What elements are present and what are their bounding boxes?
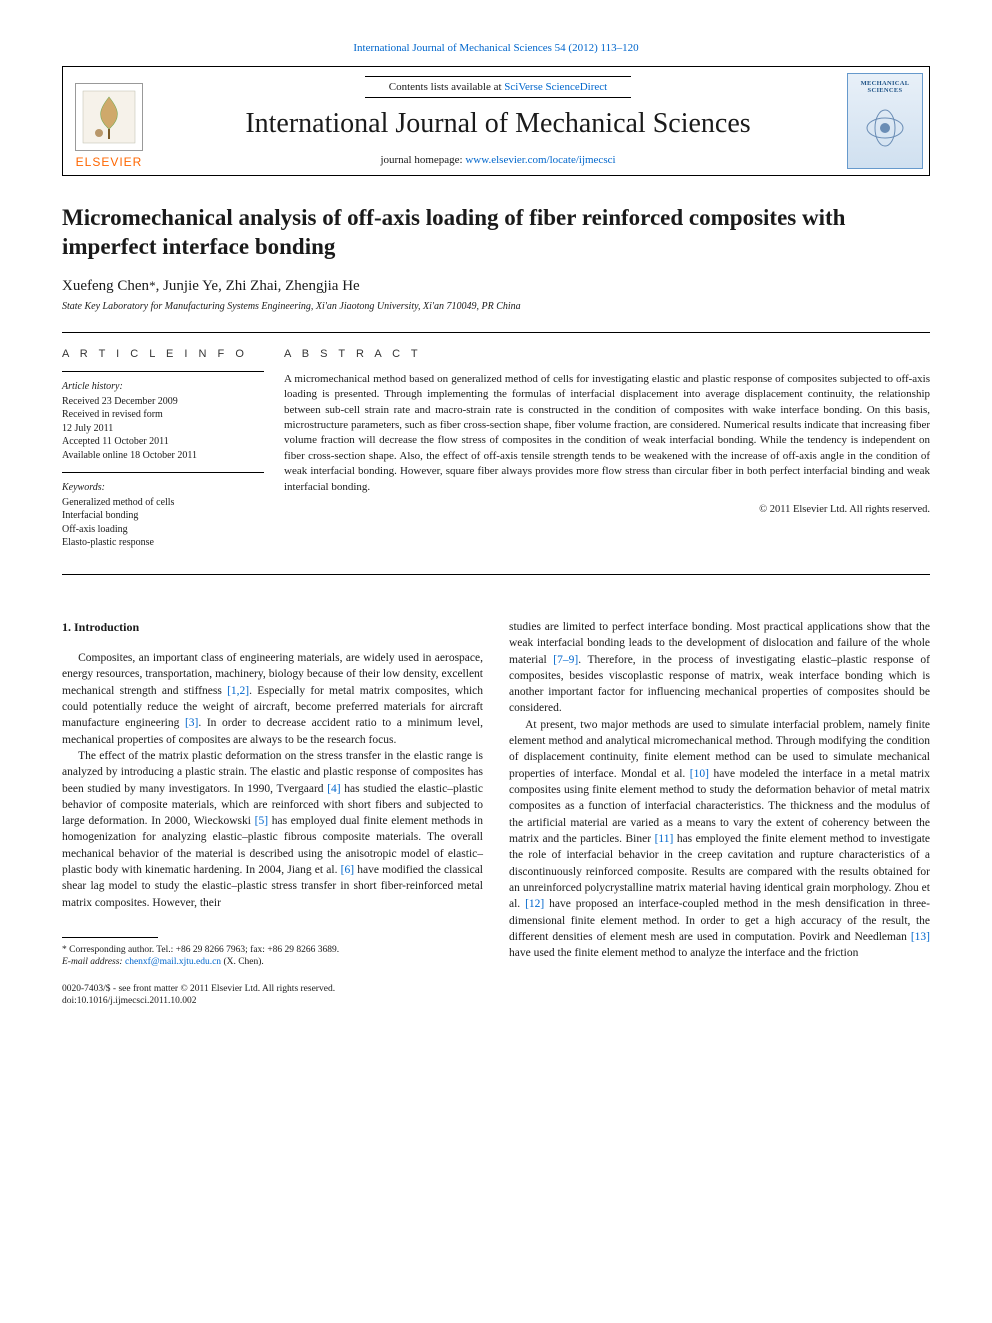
keyword: Generalized method of cells [62, 496, 264, 510]
authors-rest: , Junjie Ye, Zhi Zhai, Zhengjia He [156, 278, 360, 294]
ref-link[interactable]: [10] [690, 768, 709, 780]
intro-paragraph-2: The effect of the matrix plastic deforma… [62, 748, 483, 911]
doi-line: doi:10.1016/j.ijmecsci.2011.10.002 [62, 995, 483, 1007]
journal-title: International Journal of Mechanical Scie… [245, 108, 750, 140]
author-primary: Xuefeng Chen [62, 278, 149, 294]
article-history-block: Article history: Received 23 December 20… [62, 371, 264, 462]
email-link[interactable]: chenxf@mail.xjtu.edu.cn [125, 957, 221, 967]
corresponding-footnote: * Corresponding author. Tel.: +86 29 826… [62, 944, 483, 956]
history-line: Received 23 December 2009 [62, 395, 264, 409]
section-1-heading: 1. Introduction [62, 619, 483, 636]
publisher-logo-block: ELSEVIER [63, 67, 155, 175]
history-line: Received in revised form [62, 408, 264, 422]
text-run: have used the finite element method to a… [509, 947, 858, 959]
intro-paragraph-3: At present, two major methods are used t… [509, 717, 930, 962]
text-run: have proposed an interface-coupled metho… [509, 898, 930, 943]
authors-line: Xuefeng Chen*, Junjie Ye, Zhi Zhai, Zhen… [62, 278, 930, 295]
abstract-heading: A B S T R A C T [284, 347, 930, 362]
keywords-label: Keywords: [62, 481, 264, 495]
keywords-block: Keywords: Generalized method of cells In… [62, 472, 264, 550]
contents-line: Contents lists available at SciVerse Sci… [365, 76, 631, 98]
running-head-link[interactable]: International Journal of Mechanical Scie… [353, 42, 638, 54]
homepage-prefix: journal homepage: [380, 154, 465, 166]
contents-prefix: Contents lists available at [389, 81, 504, 93]
info-abstract-row: A R T I C L E I N F O Article history: R… [62, 332, 930, 575]
elsevier-wordmark: ELSEVIER [76, 155, 143, 169]
article-title: Micromechanical analysis of off-axis loa… [62, 204, 930, 262]
running-head: International Journal of Mechanical Scie… [62, 42, 930, 54]
ref-link[interactable]: [7–9] [553, 654, 578, 666]
affiliation: State Key Laboratory for Manufacturing S… [62, 301, 930, 312]
column-left: 1. Introduction Composites, an important… [62, 619, 483, 1008]
keyword: Interfacial bonding [62, 509, 264, 523]
ref-link[interactable]: [1,2] [227, 685, 249, 697]
footnotes: * Corresponding author. Tel.: +86 29 826… [62, 944, 483, 969]
ref-link[interactable]: [13] [911, 931, 930, 943]
header-center: Contents lists available at SciVerse Sci… [155, 67, 841, 175]
issn-line: 0020-7403/$ - see front matter © 2011 El… [62, 983, 483, 995]
history-line: 12 July 2011 [62, 422, 264, 436]
ref-link[interactable]: [4] [327, 783, 340, 795]
homepage-line: journal homepage: www.elsevier.com/locat… [380, 154, 615, 166]
column-right: studies are limited to perfect interface… [509, 619, 930, 1008]
article-info-heading: A R T I C L E I N F O [62, 347, 264, 362]
front-matter-block: 0020-7403/$ - see front matter © 2011 El… [62, 983, 483, 1008]
homepage-link[interactable]: www.elsevier.com/locate/ijmecsci [465, 154, 615, 166]
keyword: Elasto-plastic response [62, 536, 264, 550]
ref-link[interactable]: [12] [525, 898, 544, 910]
history-line: Accepted 11 October 2011 [62, 435, 264, 449]
email-suffix: (X. Chen). [221, 957, 264, 967]
article-info-panel: A R T I C L E I N F O Article history: R… [62, 333, 274, 574]
ref-link[interactable]: [6] [341, 864, 354, 876]
elsevier-tree-icon [75, 83, 143, 151]
email-footnote: E-mail address: chenxf@mail.xjtu.edu.cn … [62, 956, 483, 968]
intro-paragraph-1: Composites, an important class of engine… [62, 650, 483, 748]
abstract-text: A micromechanical method based on genera… [284, 372, 930, 495]
cover-text: MECHANICAL SCIENCES [848, 80, 922, 94]
abstract-panel: A B S T R A C T A micromechanical method… [274, 333, 930, 574]
keyword: Off-axis loading [62, 523, 264, 537]
sciencedirect-link[interactable]: SciVerse ScienceDirect [504, 81, 607, 93]
history-line: Available online 18 October 2011 [62, 449, 264, 463]
cover-thumbnail: MECHANICAL SCIENCES [841, 67, 929, 175]
body-columns: 1. Introduction Composites, an important… [62, 619, 930, 1008]
ref-link[interactable]: [11] [655, 833, 674, 845]
intro-paragraph-2-cont: studies are limited to perfect interface… [509, 619, 930, 717]
journal-header: ELSEVIER Contents lists available at Sci… [62, 66, 930, 176]
ref-link[interactable]: [3] [185, 717, 198, 729]
abstract-copyright: © 2011 Elsevier Ltd. All rights reserved… [284, 503, 930, 518]
footnote-rule [62, 937, 158, 938]
cover-image: MECHANICAL SCIENCES [847, 73, 923, 169]
history-label: Article history: [62, 380, 264, 394]
ref-link[interactable]: [5] [255, 815, 268, 827]
email-label: E-mail address: [62, 957, 125, 967]
